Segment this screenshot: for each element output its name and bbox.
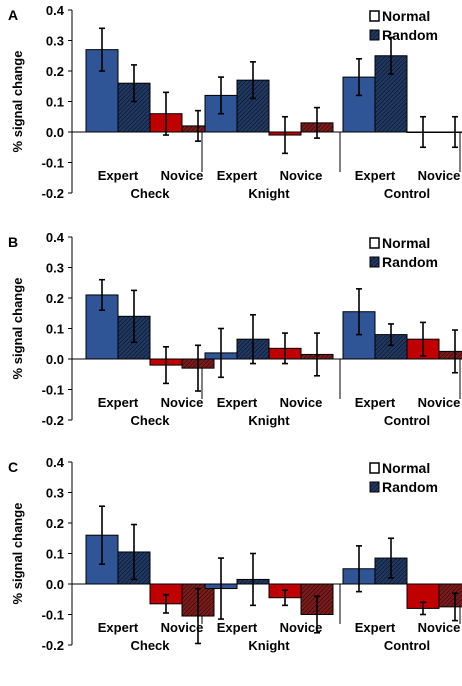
y-tick-label: -0.1 [42, 608, 64, 623]
legend-swatch-normal [369, 237, 380, 249]
panel-label: A [8, 7, 18, 23]
chart-panel-c: C % signal change 0.4 0.3 0.2 0.1 0.0 -0.1 -0.2 E… [8, 455, 462, 653]
x-tick-label-novice: Novice [418, 620, 461, 635]
legend-swatch-normal [369, 10, 380, 22]
y-tick-label: 0.1 [46, 322, 64, 337]
y-axis-label: % signal change [10, 278, 25, 380]
y-tick-label: -0.2 [42, 186, 64, 201]
chart-panel-b: B % signal change 0.4 0.3 0.2 0.1 0.0 -0.1 -0.2 E… [8, 230, 462, 428]
legend-label-normal: Normal [382, 8, 430, 24]
group-label-control: Control [384, 186, 430, 201]
group-label-knight: Knight [248, 186, 290, 201]
y-tick-label: 0.1 [46, 95, 64, 110]
legend-swatch-random [369, 481, 380, 493]
legend-label-random: Random [382, 27, 438, 43]
y-tick-label: 0.4 [46, 3, 65, 18]
y-tick-label: 0.4 [46, 455, 65, 470]
x-tick-label-expert: Expert [217, 168, 258, 183]
chart-panel-a: A % signal change 0.4 0.3 0.2 0.1 0.0 -0.1 -0.2 E… [8, 3, 462, 201]
x-tick-label-expert: Expert [217, 395, 258, 410]
legend-label-random: Random [382, 254, 438, 270]
y-tick-label: 0.2 [46, 516, 64, 531]
legend-swatch-normal [369, 462, 380, 474]
y-tick-label: 0.2 [46, 64, 64, 79]
x-tick-label-novice: Novice [418, 168, 461, 183]
y-axis-label: % signal change [10, 503, 25, 605]
group-label-knight: Knight [248, 638, 290, 653]
bar-control-novice-random [438, 350, 462, 360]
y-tick-label: -0.2 [42, 638, 64, 653]
y-tick-label: 0.1 [46, 547, 64, 562]
legend-label-normal: Normal [382, 235, 430, 251]
x-tick-label-novice: Novice [418, 395, 461, 410]
group-label-check: Check [130, 413, 170, 428]
y-tick-label: 0.3 [46, 261, 64, 276]
x-tick-label-novice: Novice [161, 168, 204, 183]
x-tick-label-expert: Expert [355, 620, 396, 635]
group-label-control: Control [384, 413, 430, 428]
legend-swatch-random [369, 256, 380, 268]
x-tick-label-novice: Novice [280, 620, 323, 635]
y-tick-label: -0.1 [42, 156, 64, 171]
panel-label: B [8, 234, 18, 250]
panel-label: C [8, 459, 18, 475]
x-tick-label-novice: Novice [280, 395, 323, 410]
group-label-knight: Knight [248, 413, 290, 428]
x-tick-label-expert: Expert [355, 395, 396, 410]
group-label-check: Check [130, 638, 170, 653]
x-tick-label-expert: Expert [217, 620, 258, 635]
group-label-control: Control [384, 638, 430, 653]
x-tick-label-expert: Expert [98, 395, 139, 410]
y-tick-label: 0.0 [46, 352, 64, 367]
y-tick-label: 0.0 [46, 577, 64, 592]
y-tick-label: 0.2 [46, 291, 64, 306]
y-tick-label: 0.0 [46, 125, 64, 140]
x-tick-label-novice: Novice [161, 620, 204, 635]
legend-swatch-random [369, 29, 380, 41]
y-tick-label: 0.4 [46, 230, 65, 245]
bar-control-novice-random [438, 583, 462, 608]
y-tick-label: 0.3 [46, 486, 64, 501]
y-tick-label: -0.2 [42, 413, 64, 428]
legend-label-normal: Normal [382, 460, 430, 476]
bar-control-novice-random [438, 131, 462, 133]
x-tick-label-novice: Novice [161, 395, 204, 410]
x-tick-label-novice: Novice [280, 168, 323, 183]
y-axis-label: % signal change [10, 51, 25, 153]
x-tick-label-expert: Expert [98, 620, 139, 635]
group-label-check: Check [130, 186, 170, 201]
y-tick-label: -0.1 [42, 383, 64, 398]
y-tick-label: 0.3 [46, 34, 64, 49]
x-tick-label-expert: Expert [98, 168, 139, 183]
x-tick-label-expert: Expert [355, 168, 396, 183]
legend-label-random: Random [382, 479, 438, 495]
